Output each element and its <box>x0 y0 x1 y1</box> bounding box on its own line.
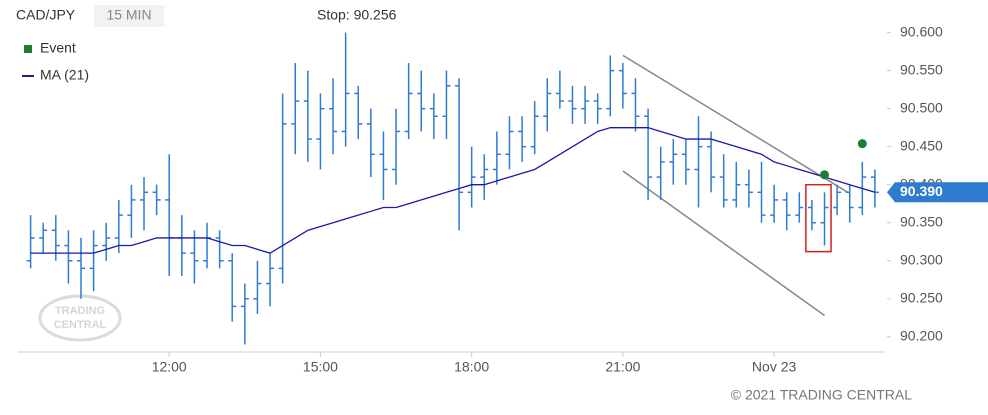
price-tag-label: 90.390 <box>900 183 943 199</box>
watermark-text: CENTRAL <box>54 319 107 331</box>
y-tick-label: 90.300 <box>900 251 943 267</box>
y-tick-label: 90.200 <box>900 327 943 343</box>
x-tick-label: 12:00 <box>152 359 187 375</box>
trendline <box>622 54 849 193</box>
event-dot <box>820 170 830 180</box>
y-tick-label: 90.250 <box>900 289 943 305</box>
x-tick-label: Nov 23 <box>752 359 797 375</box>
y-tick-label: 90.500 <box>900 99 943 115</box>
legend-label: MA (21) <box>40 67 89 83</box>
highlight-box <box>805 183 832 253</box>
price-tag <box>887 182 988 203</box>
y-tick-label: 90.550 <box>900 61 943 77</box>
trendline <box>622 170 825 317</box>
interval: 15 MIN <box>106 7 151 23</box>
ma-line <box>30 127 876 254</box>
stop-label: Stop: 90.256 <box>317 7 397 23</box>
legend-swatch <box>24 45 32 53</box>
watermark-ring <box>38 294 122 342</box>
event-dot <box>857 139 867 149</box>
watermark-text: TRADING <box>55 305 105 317</box>
copyright: © 2021 TRADING CENTRAL <box>731 387 912 403</box>
x-tick-label: 18:00 <box>454 359 489 375</box>
y-tick-label: 90.350 <box>900 213 943 229</box>
x-tick-label: 21:00 <box>605 359 640 375</box>
y-tick-label: 90.450 <box>900 137 943 153</box>
y-tick-label: 90.600 <box>900 23 943 39</box>
watermark: TRADING CENTRAL <box>38 294 122 342</box>
interval-badge <box>94 5 164 27</box>
symbol: CAD/JPY <box>16 7 76 23</box>
x-tick-label: 15:00 <box>303 359 338 375</box>
legend-label: Event <box>40 40 76 56</box>
